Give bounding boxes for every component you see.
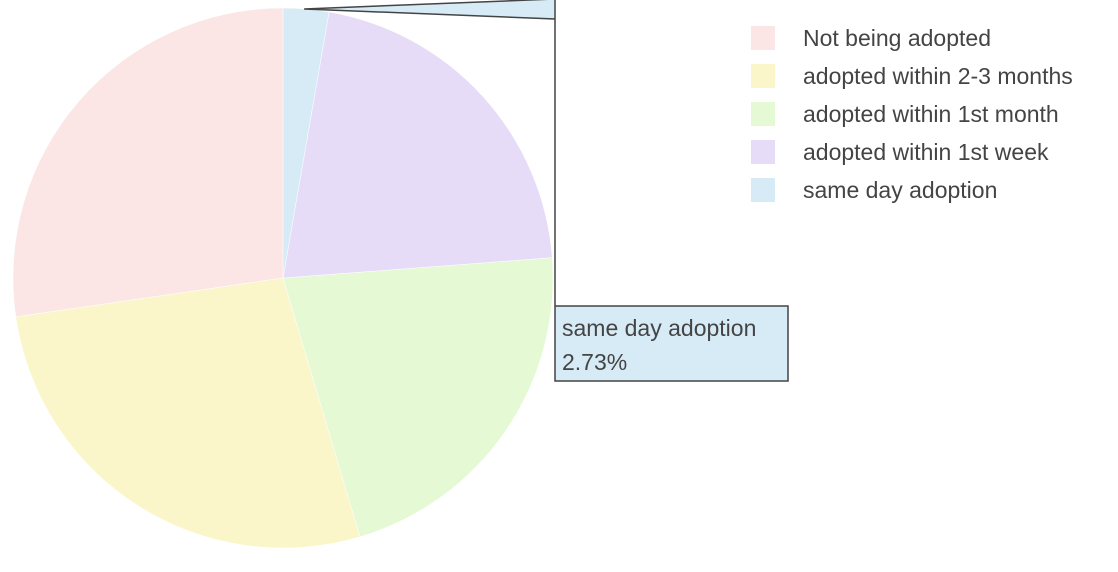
pie-slice[interactable] xyxy=(282,257,554,538)
tooltip-value: 2.73% xyxy=(562,349,627,375)
legend-swatch xyxy=(751,178,775,202)
legend-swatch xyxy=(751,26,775,50)
legend-label: same day adoption xyxy=(803,176,998,203)
tooltip-box xyxy=(304,0,789,382)
legend-item[interactable]: adopted within 2-3 months xyxy=(751,57,1073,95)
legend-swatch xyxy=(751,102,775,126)
legend-item[interactable]: adopted within 1st week xyxy=(751,133,1073,171)
legend-item[interactable]: adopted within 1st month xyxy=(751,95,1073,133)
legend-label: adopted within 1st week xyxy=(803,138,1049,165)
legend: Not being adopted adopted within 2-3 mon… xyxy=(751,19,1073,209)
legend-item[interactable]: Not being adopted xyxy=(751,19,1073,57)
pie-slice[interactable] xyxy=(282,11,553,279)
hover-tooltip: same day adoption 2.73% xyxy=(304,0,789,382)
legend-swatch xyxy=(751,140,775,164)
tooltip-label: same day adoption xyxy=(562,315,756,341)
legend-item[interactable]: same day adoption xyxy=(751,171,1073,209)
pie-slices xyxy=(12,7,554,549)
pie-slice[interactable] xyxy=(12,7,284,318)
legend-swatch xyxy=(751,64,775,88)
legend-label: Not being adopted xyxy=(803,24,991,51)
legend-label: adopted within 2-3 months xyxy=(803,62,1073,89)
legend-label: adopted within 1st month xyxy=(803,100,1059,127)
pie-slice[interactable] xyxy=(15,277,361,549)
